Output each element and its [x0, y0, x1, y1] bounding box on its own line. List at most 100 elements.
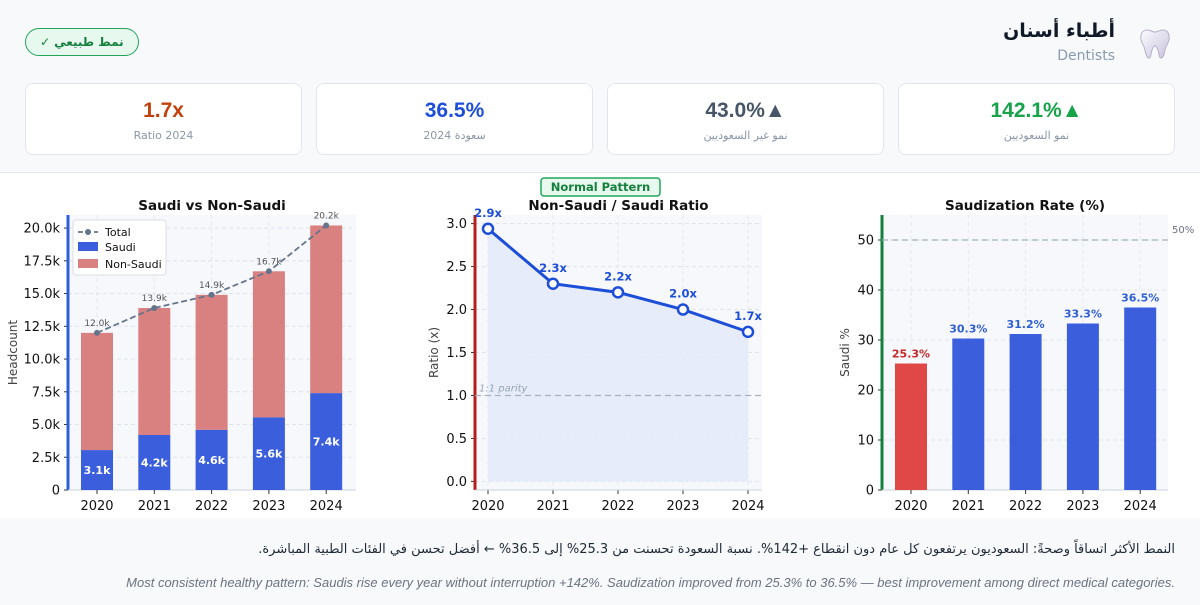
- total-point-label: 14.9k: [199, 281, 225, 291]
- ratio-point-label: 2.2x: [604, 269, 632, 283]
- total-point-label: 13.9k: [142, 294, 168, 304]
- ratio-point: [741, 325, 755, 339]
- charts-panel: Normal Pattern 0 2.5k 5.0k 7.5k 10.0k 12.5k 15.…: [0, 173, 1200, 518]
- y-tick-label: 20: [857, 384, 874, 399]
- check-icon: ✓: [40, 35, 51, 49]
- y-axis-label: Ratio (x): [427, 327, 441, 378]
- chart-ratio: 0.0 0.5 1.0 1.5 2.0 2.5 3.0 2020 2021 2022 2023 202…: [427, 198, 765, 514]
- y-tick-label: 1.5: [446, 346, 467, 361]
- saudi-bar-label: 4.2k: [141, 457, 168, 470]
- page-title-block: أطباء أسنان Dentists: [1003, 20, 1115, 64]
- x-tick-label: 2024: [731, 499, 764, 514]
- legend: Total Saudi Non-Saudi: [72, 219, 167, 276]
- x-tick-label: 2024: [1124, 499, 1157, 514]
- y-tick-label: 50: [857, 234, 874, 249]
- saudi-bar: [310, 393, 343, 490]
- non-saudi-bar: [81, 332, 113, 451]
- ratio-point: [611, 286, 625, 299]
- total-point: [94, 329, 100, 336]
- x-tick-label: 2021: [536, 499, 569, 514]
- ratio-point: [546, 277, 560, 290]
- total-point: [265, 268, 272, 275]
- chart-saudi-vs-non-saudi: 0 2.5k 5.0k 7.5k 10.0k 12.5k 15.0k 17.5k 20.0k 3.…: [6, 198, 356, 514]
- x-tick-label: 2021: [138, 499, 171, 514]
- legend-saudi-swatch: [78, 242, 98, 251]
- y-tick-label: 2.5k: [32, 451, 61, 466]
- tooth-icon: [1140, 29, 1170, 59]
- chart-title: Saudization Rate (%): [945, 198, 1105, 214]
- legend-non-saudi-label: Non-Saudi: [105, 258, 162, 271]
- x-tick-label: 2024: [310, 499, 343, 514]
- y-tick-label: 0: [866, 484, 874, 499]
- saudi-bar-label: 3.1k: [84, 464, 111, 477]
- saudi-bar-label: 5.6k: [255, 448, 282, 461]
- ratio-area: [488, 228, 748, 482]
- footer-text-ar: النمط الأكثر اتساقاً وصحةً: السعوديون ير…: [258, 542, 1175, 557]
- total-point-label: 16.7k: [256, 257, 282, 267]
- kpi-label: سعودة 2024: [423, 129, 486, 142]
- x-tick-label: 2023: [1066, 499, 1099, 514]
- footer-text-en: Most consistent healthy pattern: Saudis …: [126, 575, 1175, 590]
- y-tick-label: 3.0: [446, 217, 467, 232]
- total-point: [323, 222, 330, 229]
- kpi-label: Ratio 2024: [133, 129, 194, 142]
- y-tick-label: 30: [857, 334, 874, 349]
- chart-title: Saudi vs Non-Saudi: [138, 198, 286, 214]
- saudi-bar: [252, 417, 285, 490]
- kpi-card-saudization: 36.5% سعودة 2024: [316, 83, 593, 155]
- chart-title: Non-Saudi / Saudi Ratio: [528, 198, 708, 214]
- ratio-point-label: 2.9x: [474, 206, 502, 220]
- y-axis-label: Headcount: [6, 320, 20, 386]
- kpi-card-saudi-growth: 142.1%▲ نمو السعوديين: [898, 83, 1175, 155]
- y-tick-label: 12.5k: [24, 320, 61, 335]
- y-tick-label: 17.5k: [24, 254, 61, 269]
- saudi-bar: [138, 435, 171, 490]
- kpi-card-ratio: 1.7x Ratio 2024: [25, 83, 302, 155]
- y-tick-label: 15.0k: [24, 287, 61, 302]
- saudization-bar-label: 36.5%: [1121, 292, 1159, 305]
- y-tick-label: 10: [857, 434, 874, 449]
- chart-saudization-rate: 0 10 20 30 40 50 50% 25.3% 2020 30.3% 2021 31.2% 202…: [838, 198, 1194, 514]
- page-title-ar: أطباء أسنان: [1003, 20, 1115, 42]
- saudization-bar: [895, 363, 927, 490]
- non-saudi-bar: [195, 294, 228, 430]
- ratio-point: [481, 222, 495, 235]
- y-tick-label: 0: [52, 484, 60, 499]
- footer: النمط الأكثر اتساقاً وصحةً: السعوديون ير…: [0, 518, 1200, 605]
- saudi-bar: [81, 450, 113, 490]
- legend-saudi-label: Saudi: [105, 241, 136, 254]
- x-tick-label: 2022: [601, 499, 634, 514]
- saudization-bar-label: 30.3%: [949, 323, 987, 336]
- x-tick-label: 2021: [952, 499, 985, 514]
- y-tick-label: 0.5: [446, 432, 467, 447]
- saudization-bar-label: 33.3%: [1064, 308, 1102, 321]
- kpi-value: 36.5%: [424, 99, 485, 122]
- kpi-value: 43.0%▲: [705, 99, 786, 122]
- saudi-bar-label: 7.4k: [313, 436, 340, 449]
- saudization-bar: [1009, 334, 1042, 490]
- y-axis-label: Saudi %: [838, 328, 852, 377]
- legend-non-saudi-swatch: [78, 259, 98, 268]
- non-saudi-bar: [138, 307, 171, 435]
- x-tick-label: 2022: [195, 499, 228, 514]
- header: ✓ نمط طبيعي أطباء أسنان Dentists: [0, 0, 1200, 82]
- y-tick-label: 1.0: [446, 389, 467, 404]
- total-point-label: 12.0k: [84, 319, 110, 329]
- normal-pattern-label: Normal Pattern: [540, 177, 661, 197]
- y-tick-label: 20.0k: [24, 222, 61, 237]
- y-tick-label: 40: [857, 284, 874, 299]
- kpi-value: 142.1%▲: [990, 99, 1083, 122]
- x-tick-label: 2020: [80, 499, 113, 514]
- ratio-point-label: 2.3x: [539, 261, 567, 275]
- saudi-bar: [195, 429, 228, 490]
- x-tick-label: 2023: [666, 499, 699, 514]
- ratio-point-label: 1.7x: [734, 309, 762, 323]
- kpi-row: 1.7x Ratio 2024 36.5% سعودة 2024 43.0%▲ …: [25, 83, 1175, 155]
- saudization-bar: [952, 338, 985, 490]
- x-tick-label: 2022: [1009, 499, 1042, 514]
- page-title-en: Dentists: [1057, 48, 1115, 64]
- legend-total-marker: [85, 229, 91, 235]
- legend-total-label: Total: [104, 226, 131, 239]
- saudization-bar-label: 25.3%: [892, 348, 930, 361]
- saudization-bar: [1066, 323, 1099, 490]
